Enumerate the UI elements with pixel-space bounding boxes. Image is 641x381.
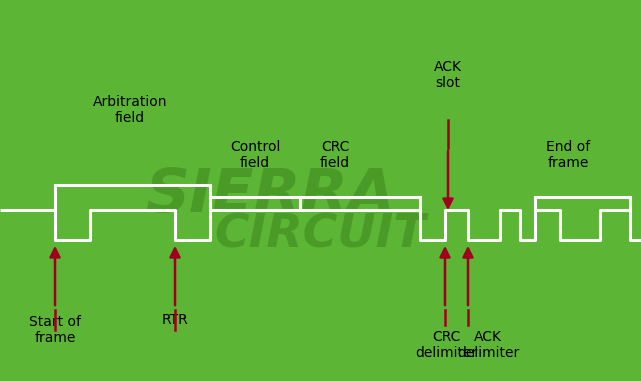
Text: End of
frame: End of frame [546, 140, 590, 170]
Text: SIERRA: SIERRA [145, 165, 395, 224]
Text: ACK
delimiter: ACK delimiter [457, 330, 519, 360]
Text: ACK
slot: ACK slot [434, 60, 462, 90]
Text: Arbitration
field: Arbitration field [93, 95, 167, 125]
Text: Control
field: Control field [230, 140, 280, 170]
Text: CIRCUIT: CIRCUIT [214, 213, 426, 258]
Text: RTR: RTR [162, 313, 188, 327]
Text: CRC
field: CRC field [320, 140, 350, 170]
Text: Start of
frame: Start of frame [29, 315, 81, 345]
Text: CRC
delimiter: CRC delimiter [415, 330, 477, 360]
